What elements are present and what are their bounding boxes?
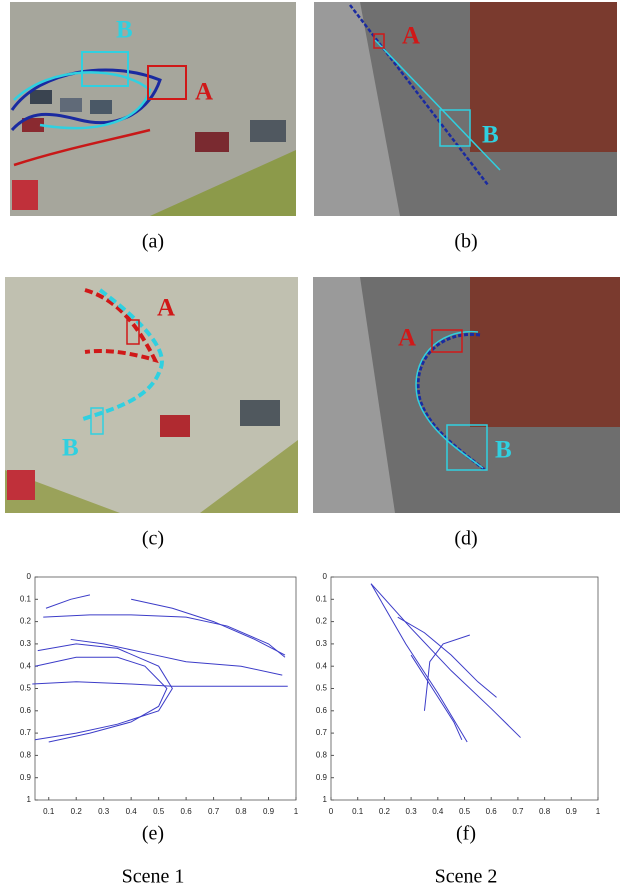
x-tick-label: 0.2	[71, 807, 83, 816]
photo-b	[314, 2, 617, 216]
y-tick-label: 0.6	[20, 706, 32, 715]
caption: (d)	[454, 528, 477, 550]
x-tick-label: 0.5	[459, 807, 471, 816]
label: B	[62, 435, 79, 462]
trajectory	[32, 682, 288, 686]
y-tick-label: 0.3	[20, 639, 32, 648]
trajectory	[35, 644, 172, 740]
x-tick-label: 0.8	[539, 807, 551, 816]
trajectory	[371, 584, 521, 738]
photo-c	[5, 277, 298, 513]
y-tick-label: 0.1	[316, 594, 328, 603]
x-tick-label: 0.4	[126, 807, 138, 816]
label: A	[195, 79, 213, 106]
x-tick-label: 0.7	[208, 807, 220, 816]
x-tick-label: 0.5	[153, 807, 165, 816]
y-tick-label: 0.2	[316, 617, 328, 626]
x-tick-label: 0.1	[352, 807, 364, 816]
y-tick-label: 0.4	[316, 661, 328, 670]
x-tick-label: 0.4	[432, 807, 444, 816]
y-tick-label: 0	[27, 572, 32, 581]
axes-frame	[331, 577, 598, 800]
label: A	[157, 295, 175, 322]
x-tick-label: 0.9	[566, 807, 578, 816]
caption: (c)	[142, 528, 164, 550]
x-tick-label: 0.9	[263, 807, 275, 816]
y-tick-label: 0.8	[316, 751, 328, 760]
y-tick-label: 0.8	[20, 751, 32, 760]
y-tick-label: 0.1	[20, 594, 32, 603]
x-tick-label: 0	[329, 807, 334, 816]
y-tick-label: 0.5	[316, 684, 328, 693]
trajectory	[411, 655, 462, 740]
caption: (b)	[454, 231, 477, 253]
trajectory	[43, 615, 285, 657]
page: B A A B A B A B (a) (b) (c) (d) (e)	[0, 0, 626, 893]
y-tick-label: 0.5	[20, 684, 32, 693]
figure: B A A B A B A B (a) (b) (c) (d) (e)	[0, 0, 626, 893]
label: B	[495, 437, 512, 464]
scene-label: Scene 1	[122, 866, 185, 888]
y-tick-label: 1	[323, 795, 328, 804]
caption: (a)	[142, 231, 164, 253]
y-tick-label: 0.2	[20, 617, 32, 626]
trajectory	[46, 595, 90, 608]
x-tick-label: 1	[294, 807, 299, 816]
x-tick-label: 0.6	[181, 807, 193, 816]
y-tick-label: 1	[27, 795, 32, 804]
label: A	[398, 325, 416, 352]
label: B	[116, 17, 133, 44]
y-tick-label: 0	[323, 572, 328, 581]
y-tick-label: 0.4	[20, 661, 32, 670]
photo-a	[10, 2, 296, 216]
caption: (e)	[142, 823, 164, 845]
caption: (f)	[456, 823, 476, 845]
y-tick-label: 0.7	[20, 728, 32, 737]
x-tick-label: 0.3	[98, 807, 110, 816]
trajectory	[371, 584, 467, 742]
x-tick-label: 0.6	[486, 807, 498, 816]
trajectory	[35, 657, 167, 742]
scene-label: Scene 2	[435, 866, 498, 888]
x-tick-label: 0.8	[235, 807, 247, 816]
photo-d	[313, 277, 620, 513]
trajectory	[131, 599, 285, 655]
x-tick-label: 0.2	[379, 807, 391, 816]
y-tick-label: 0.9	[316, 773, 328, 782]
y-tick-label: 0.9	[20, 773, 32, 782]
y-tick-label: 0.7	[316, 728, 328, 737]
axes-frame	[35, 577, 296, 800]
y-tick-label: 0.3	[316, 639, 328, 648]
y-tick-label: 0.6	[316, 706, 328, 715]
trajectory	[424, 635, 469, 711]
label: A	[402, 23, 420, 50]
x-tick-label: 1	[596, 807, 601, 816]
x-tick-label: 0.7	[512, 807, 524, 816]
x-tick-label: 0.1	[43, 807, 55, 816]
label: B	[482, 122, 499, 149]
x-tick-label: 0.3	[406, 807, 418, 816]
